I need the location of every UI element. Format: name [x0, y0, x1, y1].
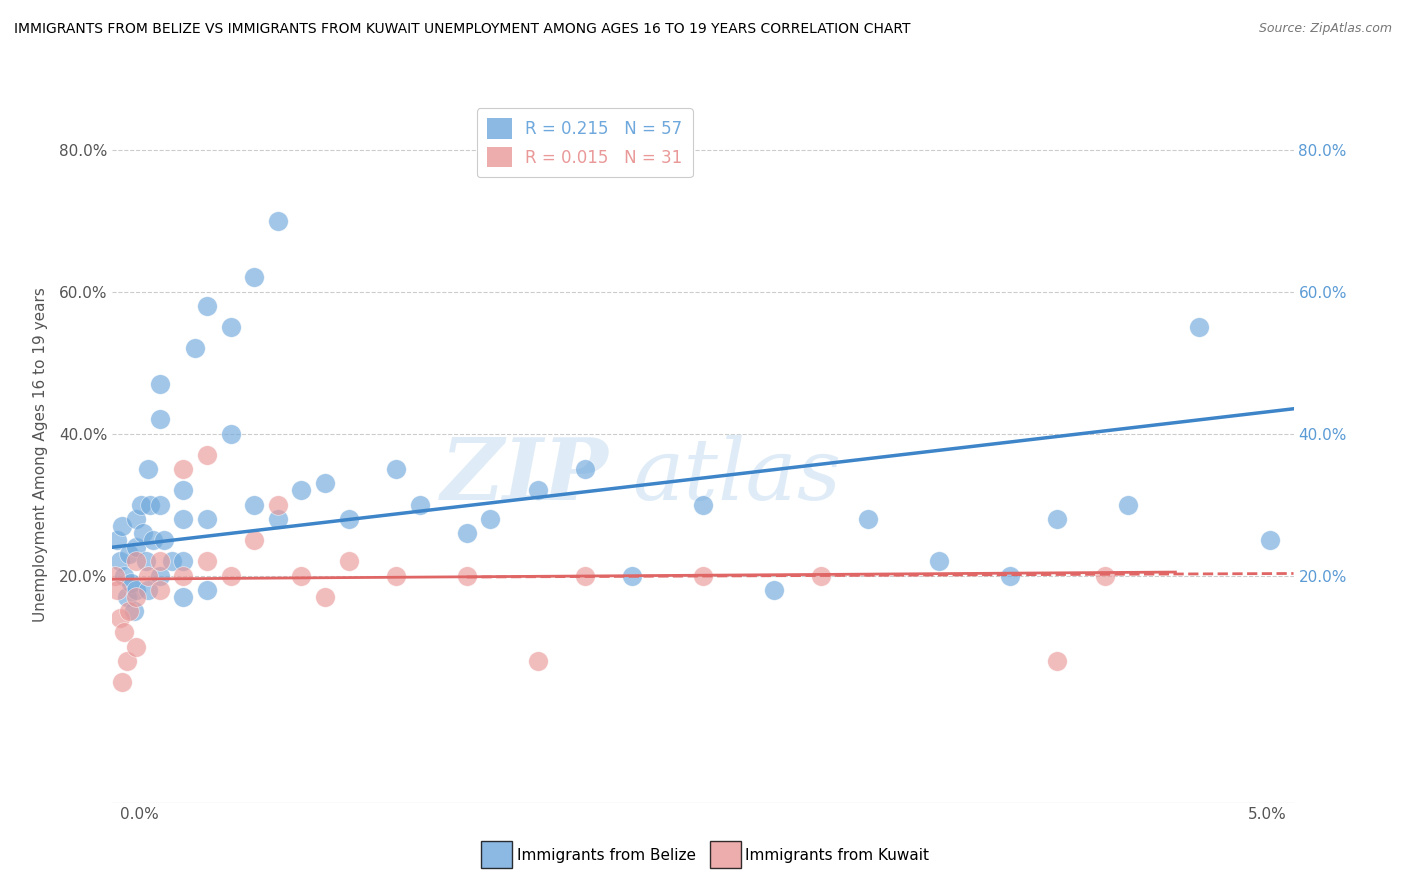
Point	[526, 654, 548, 668]
Point	[149, 376, 172, 391]
Point	[120, 575, 142, 590]
Point	[111, 675, 134, 690]
Point	[1046, 512, 1069, 526]
Point	[108, 554, 131, 568]
Point	[243, 533, 266, 548]
Point	[172, 512, 194, 526]
Point	[290, 483, 312, 498]
Point	[408, 498, 430, 512]
Point	[337, 512, 360, 526]
Point	[456, 526, 478, 541]
Point	[195, 582, 218, 597]
Point	[105, 582, 128, 597]
Y-axis label: Unemployment Among Ages 16 to 19 years: Unemployment Among Ages 16 to 19 years	[32, 287, 48, 623]
Point	[314, 476, 336, 491]
Point	[129, 498, 152, 512]
Point	[290, 568, 312, 582]
Text: 5.0%: 5.0%	[1247, 807, 1286, 822]
Point	[136, 582, 159, 597]
Point	[125, 640, 148, 654]
Point	[456, 568, 478, 582]
Point	[108, 611, 131, 625]
Point	[692, 498, 714, 512]
Point	[998, 568, 1021, 582]
Point	[125, 512, 148, 526]
Point	[112, 625, 135, 640]
Point	[1094, 568, 1116, 582]
Point	[149, 554, 172, 568]
Point	[574, 462, 596, 476]
Point	[125, 540, 148, 554]
Point	[621, 568, 644, 582]
Point	[115, 590, 138, 604]
Legend: R = 0.215   N = 57, R = 0.015   N = 31: R = 0.215 N = 57, R = 0.015 N = 31	[477, 109, 693, 178]
Point	[219, 426, 242, 441]
Point	[267, 213, 290, 227]
Point	[385, 462, 408, 476]
Point	[243, 498, 266, 512]
Point	[149, 498, 172, 512]
Point	[172, 590, 194, 604]
Point	[479, 512, 502, 526]
Point	[267, 498, 290, 512]
Point	[149, 582, 172, 597]
Point	[1188, 320, 1211, 334]
Text: ZIP: ZIP	[440, 434, 609, 517]
Point	[762, 582, 785, 597]
Text: 0.0%: 0.0%	[120, 807, 159, 822]
Point	[172, 554, 194, 568]
Point	[1116, 498, 1139, 512]
Point	[385, 568, 408, 582]
Point	[149, 412, 172, 426]
Point	[122, 604, 145, 618]
Point	[314, 590, 336, 604]
Point	[172, 568, 194, 582]
Point	[125, 590, 148, 604]
Point	[111, 519, 134, 533]
Point	[267, 512, 290, 526]
Point	[195, 512, 218, 526]
Point	[219, 320, 242, 334]
Point	[149, 568, 172, 582]
Point	[184, 342, 207, 356]
Point	[195, 299, 218, 313]
Point	[139, 498, 162, 512]
Point	[1046, 654, 1069, 668]
Point	[125, 554, 148, 568]
Point	[125, 582, 148, 597]
Point	[142, 533, 165, 548]
Point	[118, 547, 141, 561]
Text: Immigrants from Kuwait: Immigrants from Kuwait	[745, 848, 929, 863]
Point	[1258, 533, 1281, 548]
Point	[104, 568, 127, 582]
Point	[574, 568, 596, 582]
Point	[112, 568, 135, 582]
Point	[153, 533, 176, 548]
Text: Source: ZipAtlas.com: Source: ZipAtlas.com	[1258, 22, 1392, 36]
Point	[526, 483, 548, 498]
Text: IMMIGRANTS FROM BELIZE VS IMMIGRANTS FROM KUWAIT UNEMPLOYMENT AMONG AGES 16 TO 1: IMMIGRANTS FROM BELIZE VS IMMIGRANTS FRO…	[14, 22, 911, 37]
Point	[132, 526, 155, 541]
Point	[136, 568, 159, 582]
Text: Immigrants from Belize: Immigrants from Belize	[517, 848, 696, 863]
Point	[810, 568, 832, 582]
Point	[105, 533, 128, 548]
Point	[195, 448, 218, 462]
Point	[118, 604, 141, 618]
Point	[337, 554, 360, 568]
Point	[928, 554, 950, 568]
Text: atlas: atlas	[633, 434, 841, 517]
Point	[172, 483, 194, 498]
Point	[135, 554, 157, 568]
Point	[692, 568, 714, 582]
Point	[160, 554, 183, 568]
Point	[219, 568, 242, 582]
Point	[195, 554, 218, 568]
Point	[243, 270, 266, 285]
Point	[115, 654, 138, 668]
Point	[172, 462, 194, 476]
Point	[858, 512, 880, 526]
Point	[136, 462, 159, 476]
